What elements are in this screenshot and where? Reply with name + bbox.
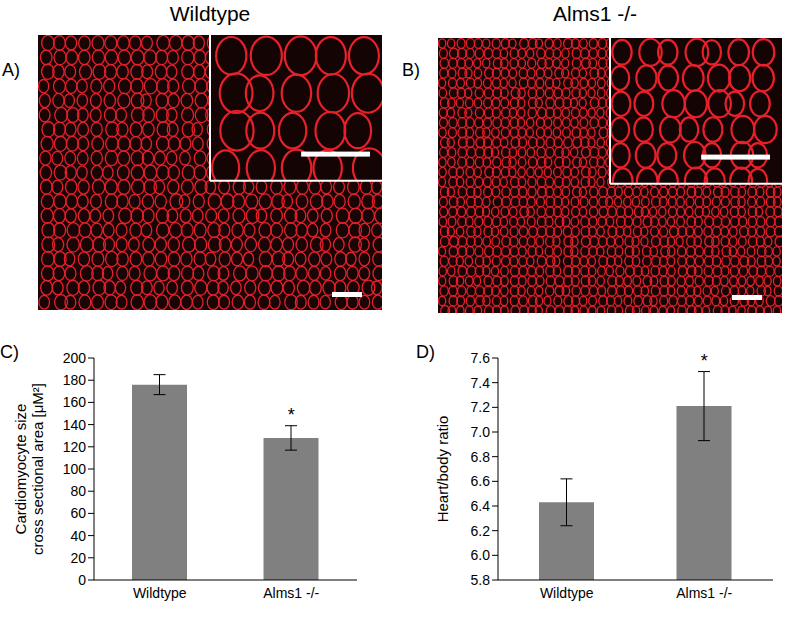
html-text:B): B) bbox=[402, 60, 420, 80]
svg-text:Wildtype: Wildtype bbox=[540, 585, 594, 601]
svg-text:200: 200 bbox=[63, 350, 87, 366]
svg-text:6.8: 6.8 bbox=[471, 449, 491, 465]
svg-text:6.4: 6.4 bbox=[471, 498, 491, 514]
svg-text:5.8: 5.8 bbox=[471, 572, 491, 588]
svg-text:0: 0 bbox=[78, 572, 86, 588]
svg-text:100: 100 bbox=[63, 461, 87, 477]
svg-text:Cardiomyocyte size: Cardiomyocyte size bbox=[12, 404, 29, 535]
html-text:D): D) bbox=[416, 342, 435, 362]
svg-text:Wildtype: Wildtype bbox=[133, 585, 187, 601]
svg-text:Heart/body ratio: Heart/body ratio bbox=[434, 416, 451, 523]
html-text:Alms1 -/-: Alms1 -/- bbox=[553, 2, 637, 25]
svg-text:cross sectional area [μM²]: cross sectional area [μM²] bbox=[29, 383, 46, 555]
svg-text:6.0: 6.0 bbox=[471, 547, 491, 563]
svg-text:Alms1 -/-: Alms1 -/- bbox=[676, 585, 732, 601]
svg-text:*: * bbox=[288, 405, 295, 425]
svg-text:60: 60 bbox=[70, 505, 86, 521]
svg-text:6.6: 6.6 bbox=[471, 473, 491, 489]
svg-text:7.4: 7.4 bbox=[471, 375, 491, 391]
svg-text:120: 120 bbox=[63, 439, 87, 455]
svg-text:40: 40 bbox=[70, 528, 86, 544]
svg-text:80: 80 bbox=[70, 483, 86, 499]
svg-text:20: 20 bbox=[70, 550, 86, 566]
html-text:A): A) bbox=[2, 60, 20, 80]
html-text:Wildtype: Wildtype bbox=[169, 2, 251, 25]
html-text:C): C) bbox=[0, 342, 19, 362]
svg-text:7.2: 7.2 bbox=[471, 399, 491, 415]
svg-text:7.6: 7.6 bbox=[471, 350, 491, 366]
svg-text:160: 160 bbox=[63, 394, 87, 410]
svg-text:*: * bbox=[701, 351, 708, 371]
svg-text:Alms1 -/-: Alms1 -/- bbox=[263, 585, 319, 601]
svg-text:140: 140 bbox=[63, 417, 87, 433]
svg-text:6.2: 6.2 bbox=[471, 523, 491, 539]
svg-text:180: 180 bbox=[63, 372, 87, 388]
svg-text:7.0: 7.0 bbox=[471, 424, 491, 440]
